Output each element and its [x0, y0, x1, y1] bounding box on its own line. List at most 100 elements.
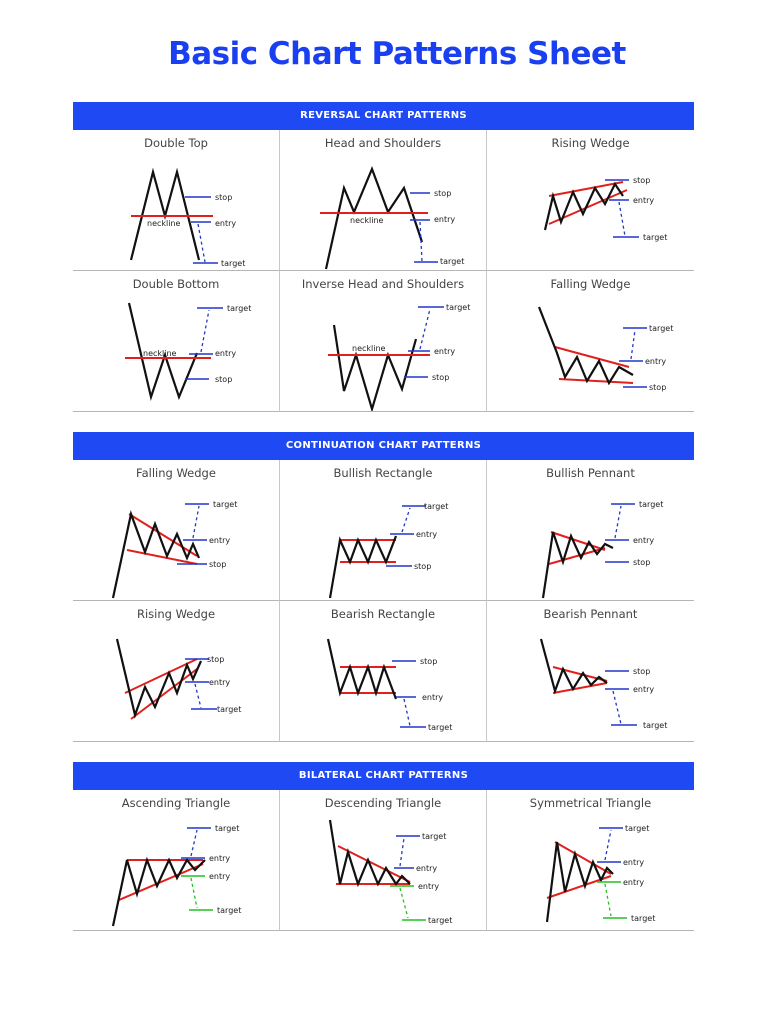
projection	[419, 308, 431, 350]
projection	[612, 690, 622, 725]
pattern-cell: Rising Wedge stop entry target	[73, 601, 280, 742]
pattern-cell: Descending Triangle target entry entry t…	[280, 790, 487, 931]
pattern-cell: Falling Wedge target entry stop	[487, 271, 694, 412]
pattern-title: Bearish Rectangle	[330, 607, 436, 621]
pattern-title: Falling Wedge	[550, 277, 631, 291]
entry-label: entry	[623, 858, 644, 867]
target-label: target	[424, 502, 448, 511]
target-label: target	[625, 824, 649, 833]
price-line	[332, 324, 418, 411]
target-label: target	[440, 257, 464, 266]
head-and-shoulders-diagram: stop neckline entry target	[320, 166, 464, 270]
neckline-label: neckline	[143, 349, 177, 358]
lower-trendline	[126, 549, 198, 565]
bearish-rectangle-diagram: stop entry target	[326, 638, 452, 732]
section-header: BILATERAL CHART PATTERNS	[73, 762, 694, 790]
projection	[614, 505, 622, 539]
price-line	[324, 166, 424, 270]
stop-label: stop	[432, 373, 449, 382]
projection	[194, 683, 202, 709]
projection-down	[604, 883, 612, 917]
pattern-title: Ascending Triangle	[121, 796, 231, 810]
pattern-cell: Bearish Pennant stop entry target	[487, 601, 694, 742]
pattern-cell: Bullish Rectangle target entry stop	[280, 460, 487, 601]
projection-up	[604, 829, 612, 861]
entry-label: entry	[215, 349, 236, 358]
price-line	[127, 302, 199, 402]
neckline-label: neckline	[147, 219, 181, 228]
stop-label: stop	[434, 189, 451, 198]
target-label: target	[422, 832, 446, 841]
pattern-cell: Double Bottom target neckline entry stop	[73, 271, 280, 412]
section-header: REVERSAL CHART PATTERNS	[73, 102, 694, 130]
target-label: target	[649, 324, 673, 333]
stop-label: stop	[215, 375, 232, 384]
price-line	[541, 531, 614, 599]
stop-label: stop	[420, 657, 437, 666]
falling-wedge-diagram: target entry stop	[111, 500, 237, 599]
projection	[401, 507, 411, 533]
pattern-title: Falling Wedge	[136, 466, 216, 480]
stop-label: stop	[209, 560, 226, 569]
entry-label: entry	[422, 693, 443, 702]
pattern-title: Double Top	[144, 136, 208, 150]
lower-trendline	[130, 668, 198, 720]
stop-label: stop	[414, 562, 431, 571]
entry-label: entry	[209, 678, 230, 687]
entry-label: entry	[416, 530, 437, 539]
price-line	[328, 535, 398, 599]
target-label: target	[631, 914, 655, 923]
entry-label: entry	[418, 882, 439, 891]
stop-label: stop	[649, 383, 666, 392]
pattern-cell: Head and Shoulders stop neckline entry t…	[280, 130, 487, 271]
entry-label: entry	[209, 536, 230, 545]
lower-trendline	[552, 682, 608, 694]
pattern-title: Bullish Rectangle	[333, 466, 433, 480]
target-label: target	[639, 500, 663, 509]
entry-label: entry	[215, 219, 236, 228]
target-label: target	[217, 906, 241, 915]
pattern-title: Bullish Pennant	[546, 466, 635, 480]
projection	[419, 221, 423, 262]
target-label: target	[643, 233, 667, 242]
continuation-section: CONTINUATION CHART PATTERNS Falling Wedg…	[73, 432, 694, 742]
entry-label: entry	[633, 536, 654, 545]
price-line	[111, 856, 206, 927]
lower-trendline	[558, 378, 634, 384]
entry-label: entry	[416, 864, 437, 873]
stop-label: stop	[633, 667, 650, 676]
target-label: target	[221, 259, 245, 268]
projection	[403, 698, 411, 727]
entry-label: entry	[633, 196, 654, 205]
target-label: target	[428, 723, 452, 732]
upper-trendline	[550, 531, 606, 551]
pattern-cell: Rising Wedge stop entry target	[487, 130, 694, 271]
projection	[200, 309, 210, 353]
projection-down	[399, 887, 409, 919]
pattern-title: Rising Wedge	[551, 136, 630, 150]
bullish-rectangle-diagram: target entry stop	[328, 502, 448, 599]
pattern-title: Descending Triangle	[324, 796, 442, 810]
projection-up	[399, 837, 405, 867]
target-label: target	[227, 304, 251, 313]
resistance-line	[337, 845, 411, 883]
stop-label: stop	[633, 176, 650, 185]
pattern-title: Double Bottom	[132, 277, 220, 291]
entry-label: entry	[209, 872, 230, 881]
double-bottom-diagram: target neckline entry stop	[125, 302, 251, 402]
page-title: Basic Chart Patterns Sheet	[168, 36, 626, 72]
pattern-cell: Bearish Rectangle stop entry target	[280, 601, 487, 742]
ascending-triangle-diagram: target entry entry target	[111, 824, 241, 927]
pattern-title: Head and Shoulders	[324, 136, 442, 150]
price-line	[326, 638, 398, 700]
entry-label: entry	[434, 215, 455, 224]
pattern-cell: Ascending Triangle target entry entry ta…	[73, 790, 280, 931]
section-header: CONTINUATION CHART PATTERNS	[73, 432, 694, 460]
entry-label: entry	[434, 347, 455, 356]
pattern-cell: Bullish Pennant target entry stop	[487, 460, 694, 601]
target-label: target	[217, 705, 241, 714]
bullish-pennant-diagram: target entry stop	[541, 500, 663, 599]
neckline-label: neckline	[352, 344, 386, 353]
rising-wedge-diagram: stop entry target	[543, 176, 667, 242]
projection	[197, 223, 206, 263]
